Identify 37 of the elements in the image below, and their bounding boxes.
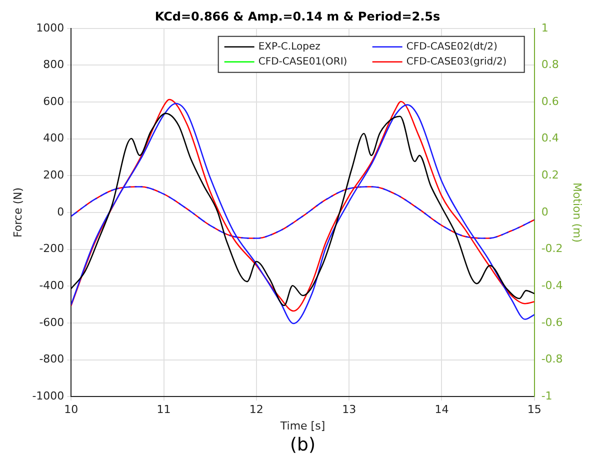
- y2-tick-label: 0.8: [541, 58, 559, 72]
- x-tick-label: 14: [434, 403, 449, 416]
- x-tick-label: 10: [64, 403, 78, 416]
- y-tick-label: 0: [57, 205, 64, 218]
- y2-tick-label: 0.6: [541, 94, 559, 108]
- y-tick-label: -400: [39, 279, 64, 292]
- legend-label: EXP-C.Lopez: [258, 41, 320, 52]
- legend-label: CFD-CASE01(ORI): [258, 56, 348, 68]
- y2-tick-label: -0.4: [541, 279, 563, 292]
- x-tick-label: 11: [156, 403, 171, 416]
- y-tick-label: -600: [39, 316, 64, 329]
- x-tick-label: 13: [342, 403, 356, 416]
- x-tick-label: 15: [527, 403, 542, 416]
- y-tick-label: 1000: [36, 21, 64, 34]
- y2-tick-label: 0: [541, 205, 548, 218]
- legend-label: CFD-CASE02(dt/2): [406, 41, 498, 52]
- text: (b): [290, 434, 316, 456]
- y-tick-label: -200: [39, 242, 64, 256]
- y2-tick-label: 0.2: [541, 168, 559, 182]
- x-tick-label: 12: [249, 403, 264, 416]
- y-tick-label: -800: [39, 352, 64, 366]
- y-tick-label: -1000: [32, 389, 64, 402]
- y-tick-label: 400: [43, 132, 64, 145]
- y-axis-title: Force (N): [11, 187, 24, 238]
- y2-tick-label: -0.2: [541, 242, 563, 256]
- y2-axis-title: Motion (m): [570, 182, 584, 243]
- y2-tick-label: 0.4: [541, 132, 559, 145]
- y-tick-label: 200: [43, 168, 64, 182]
- y2-tick-label: -1: [541, 389, 552, 402]
- chart-title: KCd=0.866 & Amp.=0.14 m & Period=2.5s: [154, 9, 440, 24]
- x-axis-title: Time [s]: [279, 419, 326, 432]
- y-tick-label: 800: [43, 58, 64, 72]
- legend-label: CFD-CASE03(grid/2): [406, 56, 507, 68]
- y2-tick-label: -0.6: [541, 316, 563, 329]
- y2-tick-label: 1: [541, 21, 548, 34]
- y2-tick-label: -0.8: [541, 352, 563, 366]
- y-tick-label: 600: [43, 94, 64, 108]
